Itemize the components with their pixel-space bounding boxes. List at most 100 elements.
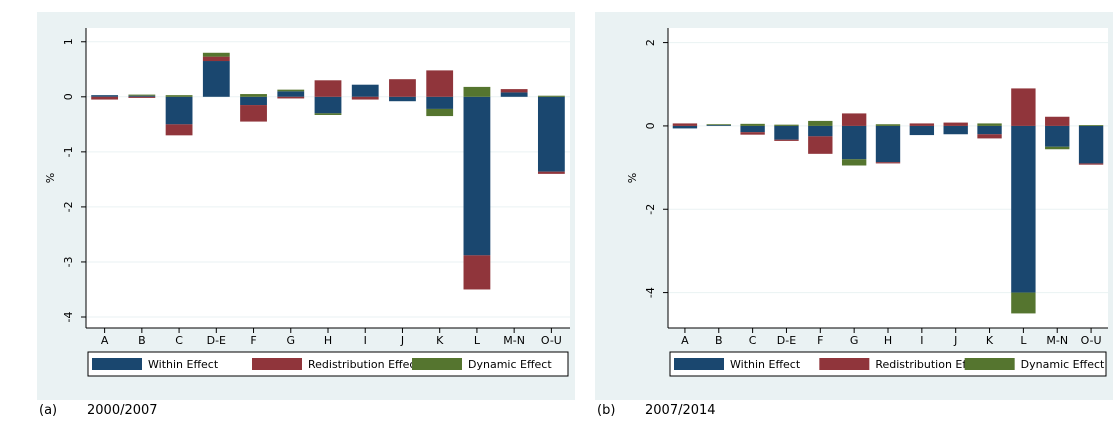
legend-label: Within Effect [730, 358, 801, 371]
bar-segment [240, 105, 267, 122]
bar-segment [128, 96, 156, 98]
legend-label: Dynamic Effect [1021, 358, 1105, 371]
bar-segment [463, 255, 491, 290]
x-tick-label: J [953, 334, 957, 347]
bar-segment [808, 136, 833, 154]
legend-label: Within Effect [148, 358, 219, 371]
bar-segment [314, 96, 342, 114]
y-tick-label: 0 [644, 122, 657, 129]
bar-segment [1045, 116, 1070, 126]
y-tick-label: -3 [62, 256, 75, 267]
x-tick-label: A [681, 334, 689, 347]
bar-segment [909, 123, 935, 126]
x-tick-label: K [436, 334, 444, 347]
bar-segment [91, 95, 119, 97]
x-tick-label: M-N [1046, 334, 1068, 347]
x-tick-label: D-E [207, 334, 226, 347]
x-tick-label: A [101, 334, 109, 347]
x-tick-label: H [884, 334, 892, 347]
x-tick-label: F [817, 334, 823, 347]
bar-segment [500, 92, 528, 97]
x-tick-label: I [364, 334, 367, 347]
x-tick-label: B [138, 334, 146, 347]
bar-segment [91, 96, 119, 100]
plot-area [668, 28, 1108, 328]
legend-label: Redistribution Effect [875, 358, 987, 371]
bar-segment [202, 61, 230, 97]
bar-segment [841, 113, 867, 126]
bar-segment [1045, 146, 1070, 150]
legend-label: Redistribution Effect [308, 358, 420, 371]
bar-segment [706, 125, 731, 126]
bar-segment [463, 86, 491, 97]
y-tick-label: -4 [644, 287, 657, 298]
bar-segment [740, 132, 765, 135]
bar-segment [314, 113, 342, 115]
bar-segment [977, 123, 1002, 126]
y-tick-label: -4 [62, 312, 75, 323]
bar-segment [165, 124, 193, 136]
bar-segment [1011, 292, 1036, 314]
x-tick-label: M-N [503, 334, 525, 347]
bar-segment [875, 125, 901, 163]
x-tick-label: O-U [1081, 334, 1102, 347]
caption: 2007/2014 [645, 403, 716, 418]
bar-segment [909, 125, 935, 136]
x-tick-label: H [324, 334, 332, 347]
legend-swatch [412, 358, 462, 370]
bar-segment [774, 124, 799, 126]
bar-segment [1045, 125, 1070, 147]
bar-segment [426, 108, 454, 117]
bar-segment [808, 120, 833, 126]
caption: 2000/2007 [87, 403, 158, 418]
legend-label: Dynamic Effect [468, 358, 552, 371]
bar-segment [706, 124, 731, 126]
bar-segment [1078, 163, 1104, 165]
legend-swatch [819, 358, 870, 370]
x-tick-label: C [749, 334, 757, 347]
bar-segment [202, 56, 230, 62]
legend-swatch [92, 358, 142, 370]
x-tick-label: L [474, 334, 481, 347]
x-tick-label: G [287, 334, 296, 347]
bar-segment [1078, 125, 1104, 164]
caption-label: (b) [597, 403, 615, 418]
bar-segment [943, 122, 968, 126]
x-tick-label: L [1020, 334, 1027, 347]
legend-box [669, 351, 1107, 377]
bar-segment [165, 96, 193, 125]
bar-segment [875, 124, 901, 126]
bar-segment [389, 96, 416, 102]
bar-segment [537, 171, 565, 174]
bar-segment [808, 125, 833, 137]
bar-segment [875, 162, 901, 164]
bar-segment [277, 89, 305, 92]
y-tick-label: -1 [62, 146, 75, 157]
y-tick-label: -2 [644, 204, 657, 215]
bar-segment [277, 96, 305, 99]
bar-segment [774, 139, 799, 141]
x-tick-label: F [250, 334, 256, 347]
legend-box [87, 351, 569, 377]
bar-segment [977, 134, 1002, 139]
x-tick-label: J [400, 334, 404, 347]
bar-segment [1078, 125, 1104, 126]
bar-segment [977, 125, 1002, 135]
bar-segment [537, 96, 565, 172]
bar-segment [165, 95, 193, 97]
bar-segment [1011, 88, 1036, 126]
x-tick-label: I [920, 334, 923, 347]
x-tick-label: B [715, 334, 723, 347]
bar-segment [351, 84, 379, 97]
legend-swatch [964, 358, 1015, 370]
y-tick-label: -2 [62, 201, 75, 212]
x-tick-label: O-U [541, 334, 562, 347]
bar-segment [314, 80, 342, 97]
bar-segment [128, 94, 156, 96]
bar-segment [240, 94, 267, 97]
bar-segment [740, 125, 765, 133]
bar-segment [389, 79, 416, 97]
y-tick-label: 1 [62, 38, 75, 45]
caption-label: (a) [39, 403, 57, 418]
